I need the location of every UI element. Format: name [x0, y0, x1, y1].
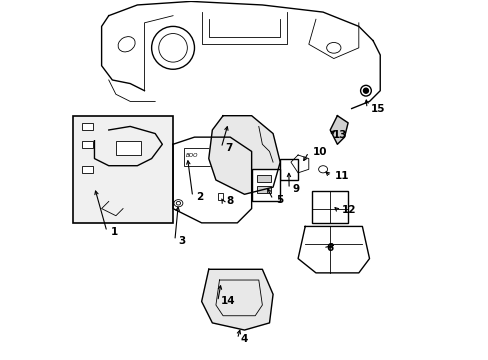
- FancyBboxPatch shape: [73, 116, 173, 223]
- Text: 2: 2: [196, 192, 203, 202]
- Polygon shape: [298, 226, 369, 273]
- Text: 1: 1: [110, 227, 118, 237]
- Bar: [82, 166, 93, 173]
- Bar: [251, 169, 280, 202]
- Bar: [183, 148, 212, 166]
- Text: 4: 4: [241, 334, 248, 344]
- Text: 7: 7: [224, 143, 232, 153]
- Text: BOO: BOO: [186, 153, 198, 158]
- Bar: [82, 123, 93, 130]
- Polygon shape: [208, 116, 280, 194]
- Text: 8: 8: [226, 197, 233, 206]
- Text: 3: 3: [178, 236, 185, 246]
- FancyBboxPatch shape: [116, 141, 141, 155]
- Text: 13: 13: [332, 130, 346, 140]
- Text: 10: 10: [312, 147, 326, 157]
- Text: 9: 9: [292, 184, 299, 194]
- Bar: [312, 191, 347, 223]
- Circle shape: [363, 88, 367, 93]
- Text: 5: 5: [276, 195, 284, 204]
- Bar: [257, 175, 271, 182]
- Text: 12: 12: [341, 205, 355, 215]
- Text: 11: 11: [334, 171, 348, 181]
- Polygon shape: [329, 116, 347, 144]
- Bar: [82, 141, 93, 148]
- Bar: [280, 158, 298, 180]
- Text: 15: 15: [370, 104, 385, 113]
- Text: 6: 6: [326, 243, 333, 253]
- Bar: [257, 186, 271, 193]
- Text: 14: 14: [221, 296, 235, 306]
- Bar: [217, 193, 223, 200]
- Polygon shape: [201, 269, 272, 330]
